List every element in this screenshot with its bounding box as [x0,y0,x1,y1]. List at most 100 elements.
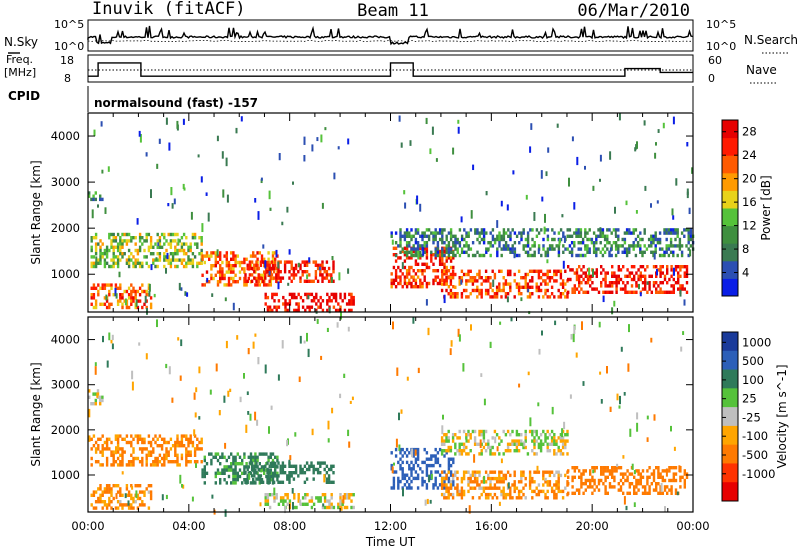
echo-cell [132,299,135,303]
echo-cell [132,437,135,441]
echo-cell [200,239,203,243]
echo-cell [168,142,171,151]
echo-cell [414,253,418,258]
echo-cell [561,445,565,450]
echo-cell [539,433,543,437]
echo-cell [324,127,327,131]
echo-cell [657,469,660,473]
echo-cell [254,452,257,456]
echo-cell [116,444,120,448]
echo-cell [447,445,450,450]
echo-cell [211,494,214,499]
echo-cell [550,436,554,440]
echo-cell [509,250,512,254]
echo-cell [116,484,120,488]
echo-cell [457,328,460,337]
echo-cell [412,451,415,455]
echo-cell [141,437,144,441]
echo-cell [533,250,536,254]
echo-cell [624,478,627,483]
echo-cell [248,273,252,277]
echo-cell [163,264,166,269]
echo-cell [451,295,455,299]
echo-cell [531,496,534,500]
echo-cell [431,126,434,135]
echo-cell [326,299,329,303]
echo-cell [149,496,153,501]
echo-cell [269,452,272,456]
echo-cell [416,451,420,455]
echo-cell [573,241,576,245]
echo-cell [493,486,497,490]
echo-cell [511,244,514,248]
echo-cell [487,496,490,500]
echo-cell [143,248,146,253]
echo-cell [399,467,402,471]
echo-cell [236,474,239,479]
echo-cell [92,402,95,406]
echo-cell [180,287,183,291]
echo-cell [550,429,554,434]
echo-cell [250,273,254,277]
echo-cell [676,253,679,258]
echo-cell [90,197,93,202]
echo-cell [127,500,130,506]
echo-cell [340,311,342,320]
echo-cell [121,506,124,510]
echo-cell [624,274,627,278]
echo-cell [546,449,549,453]
echo-cell [674,472,678,476]
echo-cell [443,262,446,266]
echo-cell [595,253,598,258]
echo-cell [546,234,550,238]
echo-cell [652,234,655,238]
echo-cell [566,480,569,484]
echo-cell [332,260,335,264]
echo-cell [212,276,215,281]
echo-cell [434,278,437,282]
echo-cell [341,502,344,506]
echo-cell [261,480,265,484]
echo-cell [187,460,190,464]
echo-cell [148,290,151,297]
echo-cell [578,277,581,282]
echo-cell [99,245,102,249]
echo-cell [121,493,124,497]
velocity-colorbar-swatch [722,407,738,427]
echo-cell [471,473,475,478]
echo-cell [306,502,309,506]
echo-cell [617,244,620,248]
echo-cell [584,482,587,486]
echo-cell [639,277,642,282]
echo-cell [553,483,556,487]
echo-cell [243,283,246,287]
echo-cell [193,236,197,240]
echo-cell [110,239,113,243]
echo-cell [562,260,565,269]
echo-cell [504,282,508,286]
echo-cell [193,447,197,451]
echo-cell [625,231,629,235]
echo-cell [261,279,265,283]
echo-cell [467,452,470,456]
echo-cell [394,253,398,258]
echo-cell [281,276,285,280]
echo-cell [244,480,247,484]
echo-cell [114,484,118,488]
echo-cell [260,478,264,482]
echo-cell [661,265,664,269]
echo-cell [121,255,124,259]
echo-cell [121,471,124,475]
echo-cell [513,253,516,259]
echo-cell [257,211,260,220]
echo-cell [230,481,233,485]
echo-cell [305,279,309,283]
echo-cell [610,253,613,258]
echo-cell [436,253,440,258]
echo-cell [110,500,113,504]
echo-cell [180,339,183,347]
echo-cell [614,230,617,236]
echo-cell [396,367,399,376]
echo-cell [498,452,501,456]
velocity-colorbar-label: -100 [742,429,768,443]
